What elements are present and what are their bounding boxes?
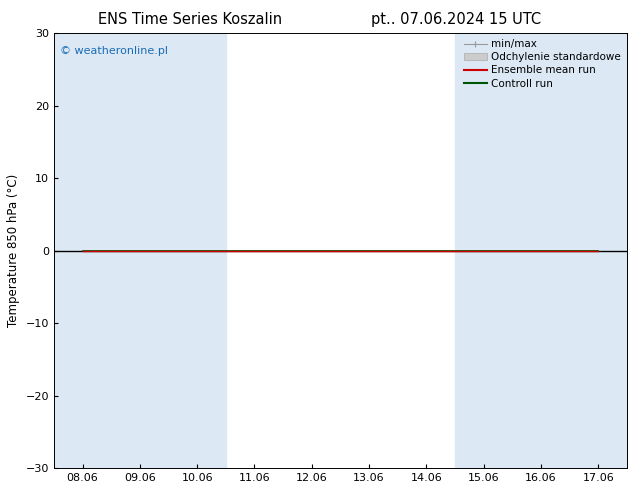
Bar xyxy=(54,33,226,468)
Legend: min/max, Odchylenie standardowe, Ensemble mean run, Controll run: min/max, Odchylenie standardowe, Ensembl… xyxy=(460,35,625,93)
Text: ENS Time Series Koszalin: ENS Time Series Koszalin xyxy=(98,12,282,27)
Text: pt.. 07.06.2024 15 UTC: pt.. 07.06.2024 15 UTC xyxy=(372,12,541,27)
Text: © weatheronline.pl: © weatheronline.pl xyxy=(60,46,167,56)
Y-axis label: Temperature 850 hPa (°C): Temperature 850 hPa (°C) xyxy=(7,174,20,327)
Bar xyxy=(455,33,627,468)
